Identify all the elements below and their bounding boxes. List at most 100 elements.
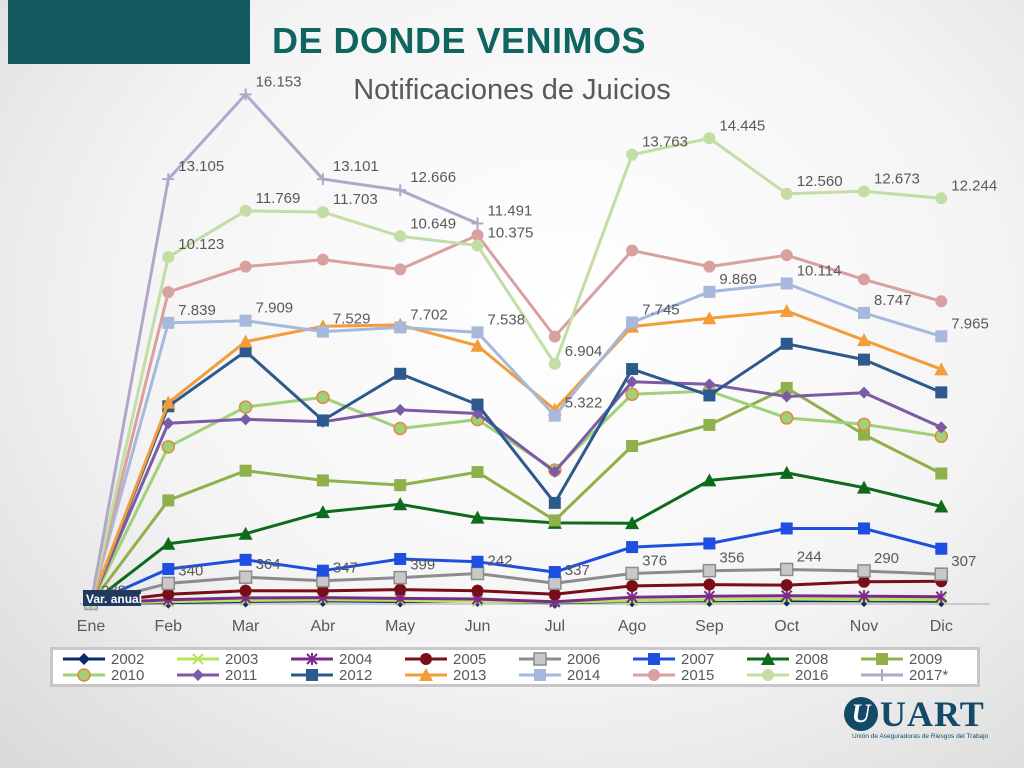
- data-point: [239, 314, 252, 327]
- legend-swatch: [63, 668, 105, 682]
- data-point: [471, 398, 484, 411]
- data-label: 340: [178, 562, 203, 579]
- data-point: [626, 579, 639, 592]
- data-point: [780, 522, 793, 535]
- legend-marker-shape: [192, 669, 204, 681]
- data-point: [162, 286, 175, 299]
- legend-item: 2014: [515, 666, 629, 684]
- data-point: [780, 337, 793, 350]
- x-tick-label: Ago: [618, 618, 647, 635]
- data-point: [470, 510, 485, 524]
- data-label: 7.538: [488, 311, 526, 328]
- legend-marker: [306, 653, 318, 665]
- chart-title: Notificaciones de Juicios: [353, 74, 671, 106]
- legend-marker-shape: [648, 669, 660, 681]
- data-label: 6.904: [565, 343, 603, 360]
- data-label: 244: [797, 548, 822, 565]
- data-label: 5.322: [565, 395, 603, 412]
- data-point: [239, 553, 252, 566]
- data-point: [780, 589, 793, 602]
- legend-item: 2006: [515, 651, 629, 668]
- data-point: [239, 413, 252, 426]
- data-point: [626, 591, 638, 604]
- data-point: [702, 563, 717, 578]
- header-accent-bar: [8, 0, 250, 64]
- data-point: [857, 564, 871, 578]
- data-point: [471, 555, 484, 568]
- data-point: [703, 285, 716, 298]
- x-tick-label: Jun: [465, 618, 491, 635]
- data-point: [626, 316, 639, 329]
- legend-marker: [876, 669, 888, 681]
- data-point: [316, 474, 329, 487]
- legend-swatch: [63, 653, 105, 665]
- legend-item: 2003: [173, 651, 287, 668]
- series-line: [89, 92, 479, 604]
- data-point: [858, 522, 870, 535]
- legend-item: 2015: [629, 666, 743, 684]
- data-point: [548, 409, 561, 422]
- data-point: [548, 514, 561, 527]
- data-point: [858, 428, 870, 441]
- series-line: [89, 342, 942, 604]
- data-point: [393, 570, 407, 585]
- legend-marker: [533, 652, 547, 666]
- data-point: [316, 206, 329, 219]
- data-point: [315, 505, 330, 519]
- data-point: [703, 260, 716, 273]
- data-point: [316, 325, 329, 338]
- legend-marker-shape: [192, 653, 204, 665]
- data-point: [162, 173, 175, 186]
- legend-swatch: [747, 669, 789, 681]
- legend-label: 2005: [453, 650, 487, 668]
- series-2007: [85, 522, 948, 610]
- data-point: [316, 173, 329, 186]
- legend-item: 2004: [287, 651, 401, 668]
- data-label: 399: [410, 557, 435, 574]
- var-anual-label: Var. anual: [83, 590, 142, 606]
- data-point: [394, 184, 407, 197]
- series-line: [89, 136, 942, 604]
- data-point: [471, 239, 484, 252]
- legend-marker-shape: [876, 653, 888, 665]
- legend-label: 2012: [339, 666, 373, 684]
- legend-swatch: [633, 653, 675, 665]
- legend-marker-shape: [306, 653, 318, 665]
- page-title: DE DONDE VENIMOS: [272, 20, 647, 61]
- data-label: 290: [874, 550, 899, 567]
- data-point: [316, 584, 329, 597]
- legend-marker-shape: [761, 652, 775, 665]
- legend-marker: [648, 653, 660, 665]
- data-point: [548, 588, 561, 601]
- legend-marker-shape: [533, 652, 547, 666]
- data-point: [625, 566, 639, 581]
- legend-item: 2009: [857, 651, 971, 668]
- series-line: [89, 380, 942, 604]
- data-point: [780, 579, 793, 592]
- logo-tagline: Unión de Aseguradoras de Riesgos del Tra…: [852, 733, 989, 740]
- data-label: 364: [256, 556, 281, 573]
- data-point: [239, 260, 252, 273]
- x-tick-label: Oct: [774, 618, 799, 635]
- legend-marker-shape: [306, 669, 318, 681]
- data-point: [161, 395, 176, 409]
- data-label: 356: [719, 550, 744, 567]
- data-point: [162, 251, 175, 264]
- data-point: [935, 467, 948, 480]
- x-tick-label: May: [385, 618, 415, 635]
- data-point: [162, 494, 175, 507]
- data-label: 7.529: [333, 311, 371, 328]
- data-point: [703, 537, 716, 550]
- legend-label: 2015: [681, 666, 715, 684]
- series-line: [89, 389, 942, 605]
- series-2005: [85, 575, 948, 610]
- series-line: [89, 282, 942, 604]
- legend-swatch: [405, 653, 447, 665]
- data-label: 347: [333, 560, 358, 577]
- data-point: [470, 338, 485, 352]
- legend-label: 2013: [453, 666, 487, 684]
- legend-swatch: [519, 669, 561, 681]
- series-line: [90, 568, 942, 605]
- legend-label: 2014: [567, 666, 601, 684]
- data-point: [626, 244, 639, 257]
